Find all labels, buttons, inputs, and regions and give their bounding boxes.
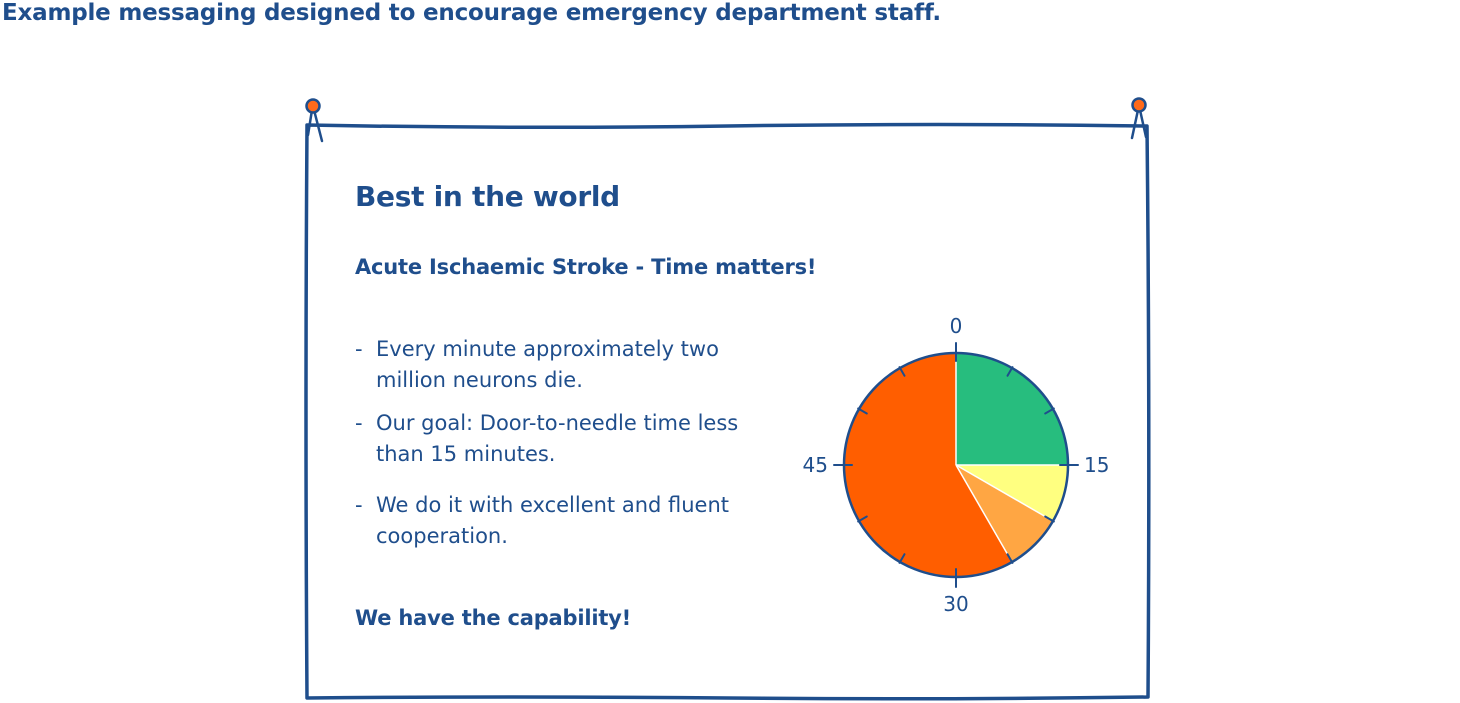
bullet-dash: - bbox=[355, 337, 363, 361]
tick-label-45: 45 bbox=[803, 453, 828, 477]
minor-tick bbox=[1044, 515, 1055, 523]
bullet-text: Our goal: Door-to-needle time less than … bbox=[376, 411, 739, 466]
minor-tick bbox=[1006, 366, 1014, 377]
bullet-item: - Our goal: Door-to-needle time less tha… bbox=[355, 408, 775, 470]
pie-slice-2 bbox=[956, 465, 1053, 562]
tick-label-15: 15 bbox=[1084, 453, 1109, 477]
pie-slice-3 bbox=[843, 353, 1012, 577]
stopwatch-pie-chart: 0 15 30 45 bbox=[803, 314, 1110, 616]
slice-divider bbox=[955, 464, 1054, 522]
tick-label-0: 0 bbox=[950, 314, 963, 338]
bullet-dash: - bbox=[355, 493, 363, 517]
poster-subheading: Acute Ischaemic Stroke - Time matters! bbox=[355, 255, 817, 279]
slice-divider bbox=[955, 464, 1013, 563]
page-title: Example messaging designed to encourage … bbox=[2, 0, 941, 26]
pie-slice-0 bbox=[956, 353, 1068, 465]
minor-tick bbox=[1044, 407, 1055, 415]
minor-tick bbox=[857, 407, 868, 415]
minor-tick bbox=[898, 366, 906, 377]
bullet-text: Every minute approximately two million n… bbox=[376, 337, 719, 392]
pie-slice-1 bbox=[956, 465, 1068, 521]
minor-tick bbox=[857, 515, 868, 523]
bullet-item: - We do it with excellent and fluent coo… bbox=[355, 490, 775, 552]
poster-tagline: We have the capability! bbox=[355, 606, 632, 630]
bullet-text: We do it with excellent and fluent coope… bbox=[376, 493, 730, 548]
pin-left-icon bbox=[305, 98, 324, 143]
poster-heading: Best in the world bbox=[355, 180, 620, 213]
minor-tick bbox=[898, 553, 906, 564]
bullet-dash: - bbox=[355, 411, 363, 435]
tick-label-30: 30 bbox=[943, 592, 968, 616]
pin-right-icon bbox=[1130, 97, 1148, 140]
bullet-item: - Every minute approximately two million… bbox=[355, 334, 775, 396]
minor-tick bbox=[1006, 553, 1014, 564]
bullet-list: - Every minute approximately two million… bbox=[355, 334, 775, 552]
